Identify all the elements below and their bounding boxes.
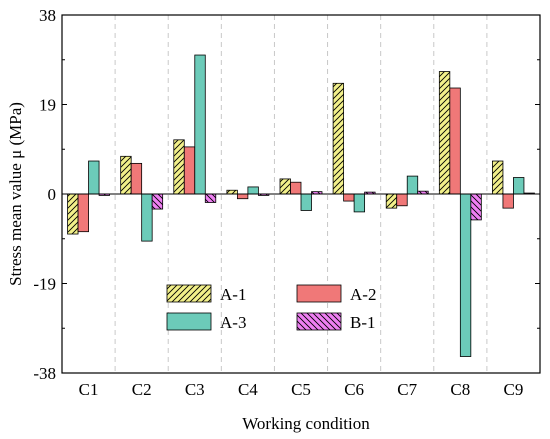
bar-a-3-c9 — [513, 177, 525, 195]
bar-a-3-c5 — [300, 193, 312, 211]
x-tick-label: C4 — [238, 380, 258, 399]
bar-a-1-c2 — [120, 155, 132, 195]
bar-a-1-c7 — [385, 193, 398, 209]
bar-a-2-c7 — [396, 193, 408, 207]
legend-label-a-2: A-2 — [350, 285, 376, 304]
legend-label-a-3: A-3 — [220, 313, 246, 332]
bar-a-3-c4 — [247, 186, 259, 195]
bar-b-1-c8 — [470, 193, 482, 221]
bar-a-2-c8 — [449, 87, 461, 195]
y-tick-label: 19 — [39, 96, 56, 115]
bars-group — [67, 54, 535, 357]
y-tick-label: 38 — [39, 6, 56, 25]
bar-a-2-c4 — [236, 193, 249, 200]
x-tick-label: C5 — [291, 380, 311, 399]
legend-swatch-b-1 — [296, 312, 342, 331]
x-axis-ticks: C1 C2 C3 C4 C5 C6 C7 C8 C9 — [79, 380, 524, 399]
x-axis-title: Working condition — [242, 414, 370, 433]
bar-a-3-c1 — [88, 160, 100, 195]
bar-a-3-c2 — [141, 193, 153, 242]
legend: A-1 A-2 A-3 B-1 — [166, 284, 376, 332]
bar-a-1-c1 — [67, 193, 79, 235]
bar-a-2-c6 — [343, 193, 355, 202]
bar-a-1-c5 — [279, 178, 291, 195]
bar-a-2-c9 — [502, 193, 514, 209]
bar-a-3-c7 — [406, 175, 419, 195]
x-tick-label: C8 — [450, 380, 470, 399]
x-tick-label: C7 — [397, 380, 417, 399]
bar-a-2-c1 — [77, 193, 89, 233]
legend-label-b-1: B-1 — [350, 313, 376, 332]
legend-swatch-a-1 — [166, 284, 212, 303]
legend-swatch-a-2 — [296, 284, 342, 303]
bar-b-1-c2 — [151, 193, 164, 210]
legend-label-a-1: A-1 — [220, 285, 246, 304]
bar-a-1-c9 — [492, 160, 504, 195]
x-tick-label: C3 — [185, 380, 205, 399]
y-tick-label: -38 — [33, 364, 56, 383]
bar-a-1-c6 — [332, 82, 345, 195]
y-axis-title: Stress mean value μ (MPa) — [6, 102, 25, 286]
y-tick-label: 0 — [48, 185, 57, 204]
bar-a-1-c8 — [438, 71, 451, 195]
x-tick-label: C2 — [132, 380, 152, 399]
bar-a-2-c2 — [130, 162, 143, 195]
x-tick-label: C1 — [79, 380, 99, 399]
bar-b-1-c3 — [204, 193, 217, 203]
x-tick-label: C6 — [344, 380, 364, 399]
y-axis-ticks: -38 -19 0 19 38 — [33, 6, 540, 383]
bar-a-3-c3 — [194, 54, 206, 195]
bar-a-1-c3 — [173, 139, 185, 195]
bar-a-3-c8 — [459, 193, 472, 357]
x-tick-label: C9 — [504, 380, 524, 399]
bar-a-2-c5 — [290, 181, 302, 195]
bar-a-1-c4 — [226, 189, 238, 195]
bar-a-3-c6 — [353, 193, 366, 213]
bar-a-2-c3 — [183, 146, 196, 195]
legend-swatch-a-3 — [166, 312, 212, 331]
y-tick-label: -19 — [33, 275, 56, 294]
